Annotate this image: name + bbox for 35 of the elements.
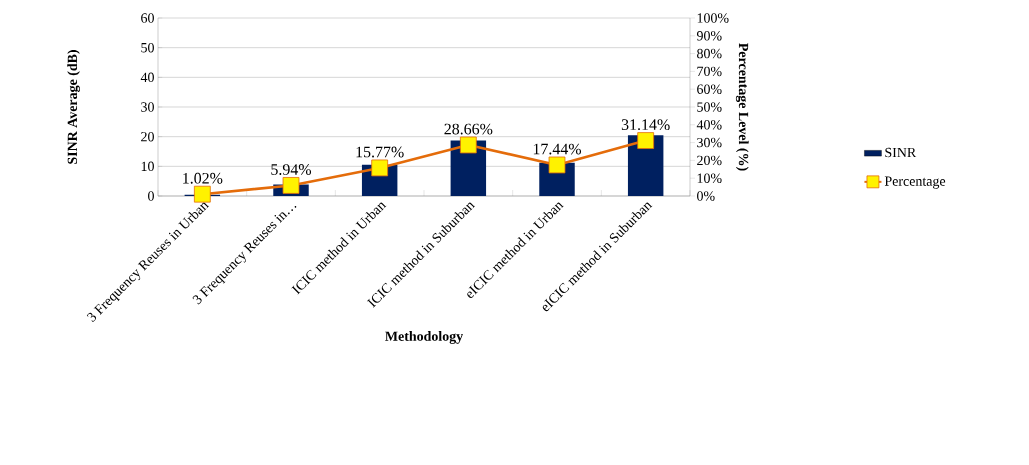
point [282, 177, 300, 194]
y2-tick-label: 100% [697, 13, 729, 23]
y-tick-label: 50 [141, 42, 154, 53]
data-label: 5.94% [271, 164, 312, 175]
y-tick-label: 60 [141, 13, 154, 23]
y2-tick-label: 40% [696, 120, 722, 130]
y-tick-label: 20 [141, 131, 154, 142]
y2-axis-title: Percentage Level (%) [735, 43, 749, 171]
y2-tick-label: 70% [697, 66, 722, 77]
y-tick-label: 30 [141, 102, 154, 112]
data-label: 28.66% [444, 123, 493, 135]
point [371, 159, 389, 177]
point [548, 156, 566, 174]
y-axis-title: SINR Average (dB) [67, 50, 80, 164]
y2-tick-label: 60% [697, 84, 722, 94]
y2-tick-label: 0% [697, 191, 715, 201]
data-label: 1.02% [183, 172, 223, 184]
data-label: 31.14% [621, 119, 670, 131]
y-tick-label: 40 [140, 72, 154, 83]
y2-tick-label: 50% [697, 102, 722, 112]
data-label: 17.44% [533, 143, 582, 155]
y2-tick-label: 20% [697, 155, 722, 166]
point [459, 136, 477, 154]
y2-tick-label: 80% [697, 48, 722, 59]
y2-tick-label: 10% [697, 173, 722, 183]
y2-tick-label: 30% [697, 137, 722, 148]
point [193, 185, 211, 203]
data-label: 15.77% [356, 146, 404, 158]
x-axis-title: Methodology [385, 331, 463, 344]
legend-label: SINR [885, 147, 917, 158]
y-tick-label: 0 [148, 191, 154, 201]
point [637, 132, 655, 149]
y2-tick-label: 90% [696, 31, 722, 41]
y-tick-label: 10 [141, 161, 154, 172]
legend-label: Percentage [884, 176, 946, 189]
